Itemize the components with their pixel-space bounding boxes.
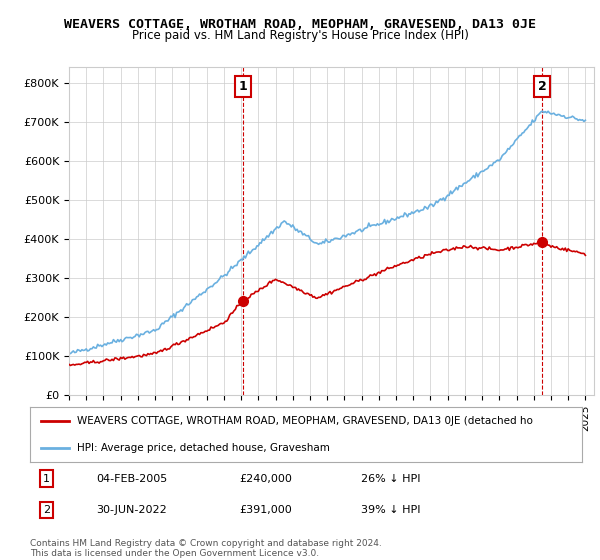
Text: 2: 2 <box>538 80 547 93</box>
Text: £240,000: £240,000 <box>240 474 293 484</box>
Text: Price paid vs. HM Land Registry's House Price Index (HPI): Price paid vs. HM Land Registry's House … <box>131 29 469 42</box>
Text: 26% ↓ HPI: 26% ↓ HPI <box>361 474 421 484</box>
Text: 39% ↓ HPI: 39% ↓ HPI <box>361 505 421 515</box>
Text: WEAVERS COTTAGE, WROTHAM ROAD, MEOPHAM, GRAVESEND, DA13 0JE: WEAVERS COTTAGE, WROTHAM ROAD, MEOPHAM, … <box>64 18 536 31</box>
Text: HPI: Average price, detached house, Gravesham: HPI: Average price, detached house, Grav… <box>77 444 330 453</box>
Text: 1: 1 <box>238 80 247 93</box>
Text: WEAVERS COTTAGE, WROTHAM ROAD, MEOPHAM, GRAVESEND, DA13 0JE (detached ho: WEAVERS COTTAGE, WROTHAM ROAD, MEOPHAM, … <box>77 416 533 426</box>
Text: £391,000: £391,000 <box>240 505 293 515</box>
Text: 04-FEB-2005: 04-FEB-2005 <box>96 474 167 484</box>
Text: 1: 1 <box>43 474 50 484</box>
Text: 2: 2 <box>43 505 50 515</box>
Text: 30-JUN-2022: 30-JUN-2022 <box>96 505 167 515</box>
Text: Contains HM Land Registry data © Crown copyright and database right 2024.
This d: Contains HM Land Registry data © Crown c… <box>30 539 382 558</box>
